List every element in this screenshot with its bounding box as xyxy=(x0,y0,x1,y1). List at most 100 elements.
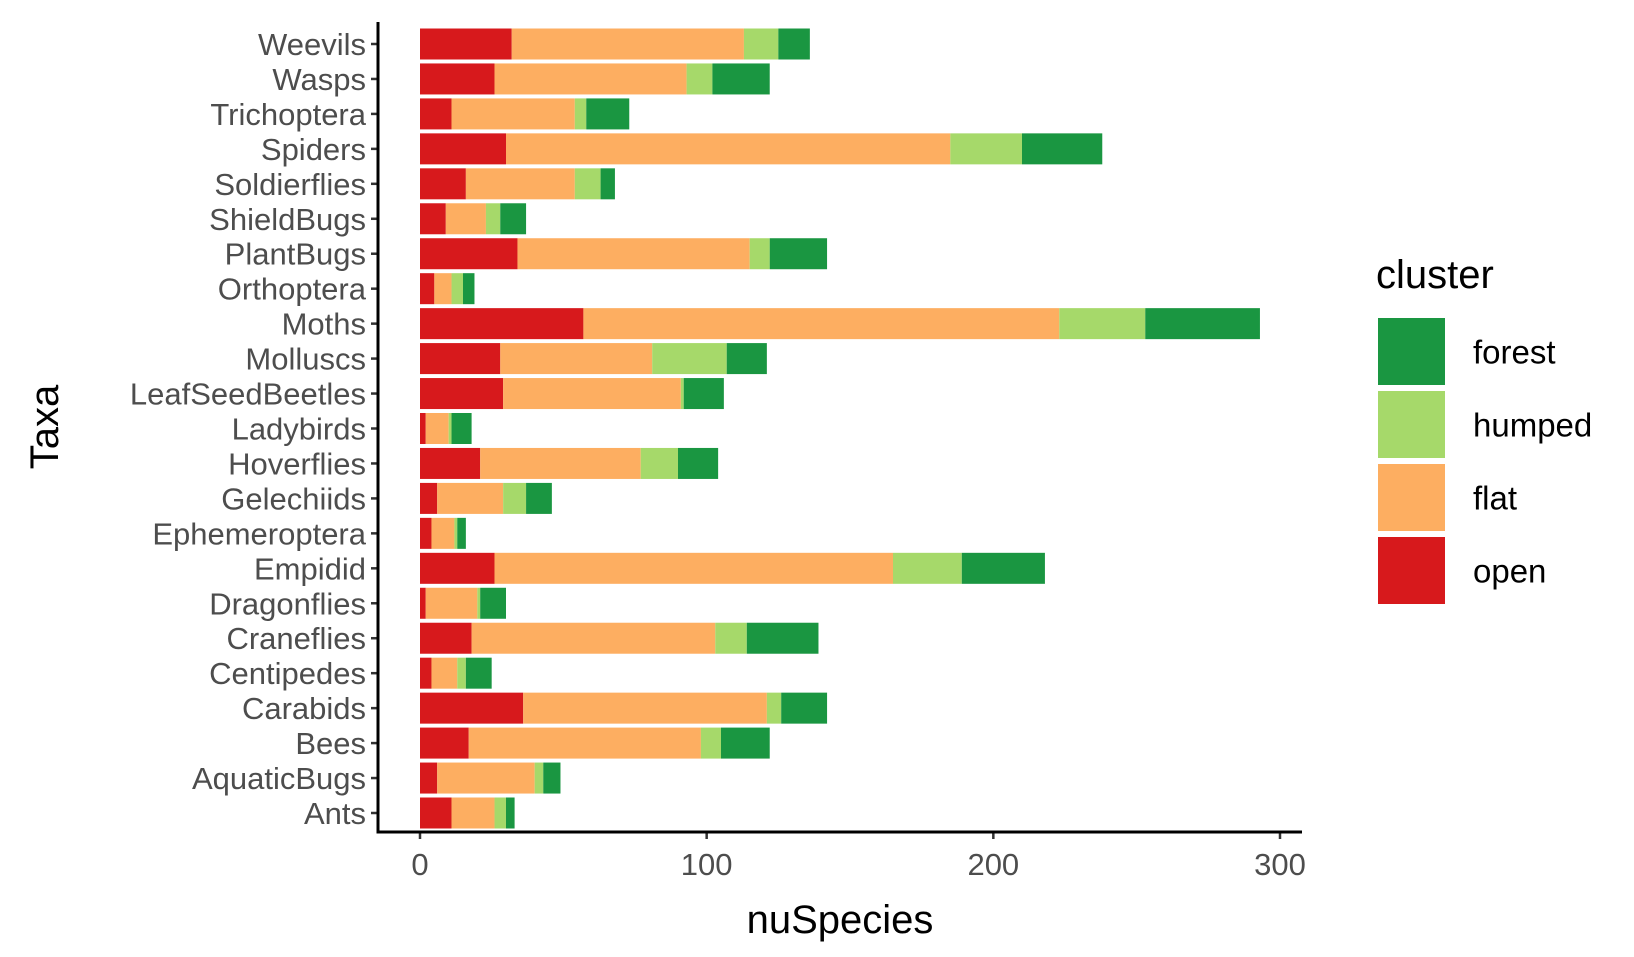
bar-Soldierflies-open xyxy=(420,168,466,200)
legend-label-forest: forest xyxy=(1473,334,1556,371)
bar-Trichoptera-flat xyxy=(451,98,575,130)
x-tick-label: 300 xyxy=(1254,847,1306,882)
bar-Carabids-humped xyxy=(766,692,782,724)
bar-Dragonflies-humped xyxy=(477,587,481,619)
bar-Centipedes-open xyxy=(420,657,432,689)
x-axis-title: nuSpecies xyxy=(747,898,934,942)
y-axis-title: Taxa xyxy=(23,384,67,469)
bar-LeafSeedBeetles-forest xyxy=(683,378,724,410)
bar-Orthoptera-flat xyxy=(434,273,452,305)
bar-Weevils-forest xyxy=(778,28,810,60)
bar-Centipedes-humped xyxy=(457,657,466,689)
bar-Soldierflies-humped xyxy=(574,168,601,200)
legend-key-forest xyxy=(1378,318,1445,385)
y-tick-label: Orthoptera xyxy=(218,272,367,307)
bar-Ants-open xyxy=(420,797,452,829)
bar-Ladybirds-forest xyxy=(451,413,472,444)
y-axis-ticks: AntsAquaticBugsBeesCarabidsCentipedesCra… xyxy=(130,27,378,831)
y-tick-label: Ladybirds xyxy=(232,412,366,447)
bar-Gelechiids-open xyxy=(420,482,438,514)
bar-AquaticBugs-open xyxy=(420,762,438,794)
bar-Wasps-flat xyxy=(494,63,687,95)
bar-LeafSeedBeetles-humped xyxy=(680,378,684,410)
bar-Spiders-open xyxy=(420,133,506,165)
bar-Craneflies-humped xyxy=(715,622,747,654)
bar-LeafSeedBeetles-open xyxy=(420,378,504,410)
bar-Ladybirds-open xyxy=(420,413,426,444)
bar-Moths-open xyxy=(420,308,584,340)
bar-Gelechiids-forest xyxy=(526,482,552,514)
bar-Ephemeroptera-open xyxy=(420,517,432,549)
bar-Bees-flat xyxy=(468,727,701,759)
bars-group xyxy=(420,28,1260,829)
bar-Wasps-forest xyxy=(712,63,770,95)
bar-Trichoptera-forest xyxy=(586,98,630,130)
y-tick-label: Wasps xyxy=(272,62,366,97)
bar-ShieldBugs-flat xyxy=(445,203,486,235)
bar-Moths-forest xyxy=(1145,308,1260,340)
y-tick-label: Craneflies xyxy=(226,621,366,656)
bar-Bees-open xyxy=(420,727,469,759)
y-tick-label: Empidid xyxy=(254,551,366,586)
bar-Soldierflies-forest xyxy=(600,168,615,200)
bar-Ladybirds-humped xyxy=(448,413,452,444)
bar-Molluscs-open xyxy=(420,343,501,375)
x-tick-label: 100 xyxy=(681,847,733,882)
y-tick-label: Gelechiids xyxy=(221,481,366,516)
y-tick-label: Molluscs xyxy=(245,342,366,377)
bar-Spiders-humped xyxy=(950,133,1022,165)
bar-Craneflies-forest xyxy=(746,622,819,654)
bar-Ants-humped xyxy=(494,797,506,829)
legend-title: cluster xyxy=(1376,253,1494,297)
y-tick-label: Moths xyxy=(282,307,366,342)
y-tick-label: Centipedes xyxy=(209,656,366,691)
bar-PlantBugs-open xyxy=(420,238,518,270)
legend: cluster forest humped flat open xyxy=(1376,253,1592,604)
bar-Centipedes-forest xyxy=(465,657,492,689)
bar-Spiders-forest xyxy=(1022,133,1103,165)
legend-label-flat: flat xyxy=(1473,480,1517,517)
bar-Orthoptera-forest xyxy=(463,273,475,305)
bar-Soldierflies-flat xyxy=(465,168,575,200)
bar-ShieldBugs-forest xyxy=(500,203,527,235)
y-tick-label: Hoverflies xyxy=(228,446,366,481)
bar-Dragonflies-open xyxy=(420,587,426,619)
bar-Trichoptera-open xyxy=(420,98,452,130)
x-tick-label: 200 xyxy=(967,847,1019,882)
bar-Craneflies-open xyxy=(420,622,472,654)
bar-Ephemeroptera-humped xyxy=(454,517,458,549)
x-axis-ticks: 0 100 200 300 xyxy=(411,832,1306,882)
bar-Carabids-flat xyxy=(523,692,767,724)
y-tick-label: Carabids xyxy=(242,691,366,726)
bar-Craneflies-flat xyxy=(471,622,716,654)
bar-AquaticBugs-humped xyxy=(534,762,544,794)
bar-Wasps-humped xyxy=(686,63,713,95)
bar-Empidid-humped xyxy=(893,552,962,584)
x-tick-label: 0 xyxy=(411,847,428,882)
bar-ShieldBugs-humped xyxy=(485,203,501,235)
legend-label-open: open xyxy=(1473,553,1546,590)
y-tick-label: ShieldBugs xyxy=(209,202,366,237)
bar-Hoverflies-flat xyxy=(480,447,641,479)
legend-key-open xyxy=(1378,537,1445,604)
bar-Weevils-open xyxy=(420,28,512,60)
bar-Molluscs-forest xyxy=(726,343,767,375)
legend-key-humped xyxy=(1378,391,1445,458)
bar-AquaticBugs-flat xyxy=(437,762,535,794)
bar-Ants-forest xyxy=(506,797,515,829)
bar-Bees-humped xyxy=(700,727,721,759)
bar-Hoverflies-forest xyxy=(678,447,719,479)
bar-Empidid-flat xyxy=(494,552,893,584)
bar-Orthoptera-open xyxy=(420,273,435,305)
bar-Moths-flat xyxy=(583,308,1060,340)
y-tick-label: Weevils xyxy=(258,27,366,62)
bar-Hoverflies-humped xyxy=(640,447,678,479)
bar-Molluscs-humped xyxy=(652,343,727,375)
y-tick-label: Dragonflies xyxy=(209,586,366,621)
bar-Gelechiids-humped xyxy=(503,482,527,514)
y-tick-label: AquaticBugs xyxy=(192,761,366,796)
bar-Empidid-forest xyxy=(961,552,1045,584)
bar-Orthoptera-humped xyxy=(451,273,463,305)
bar-Hoverflies-open xyxy=(420,447,481,479)
